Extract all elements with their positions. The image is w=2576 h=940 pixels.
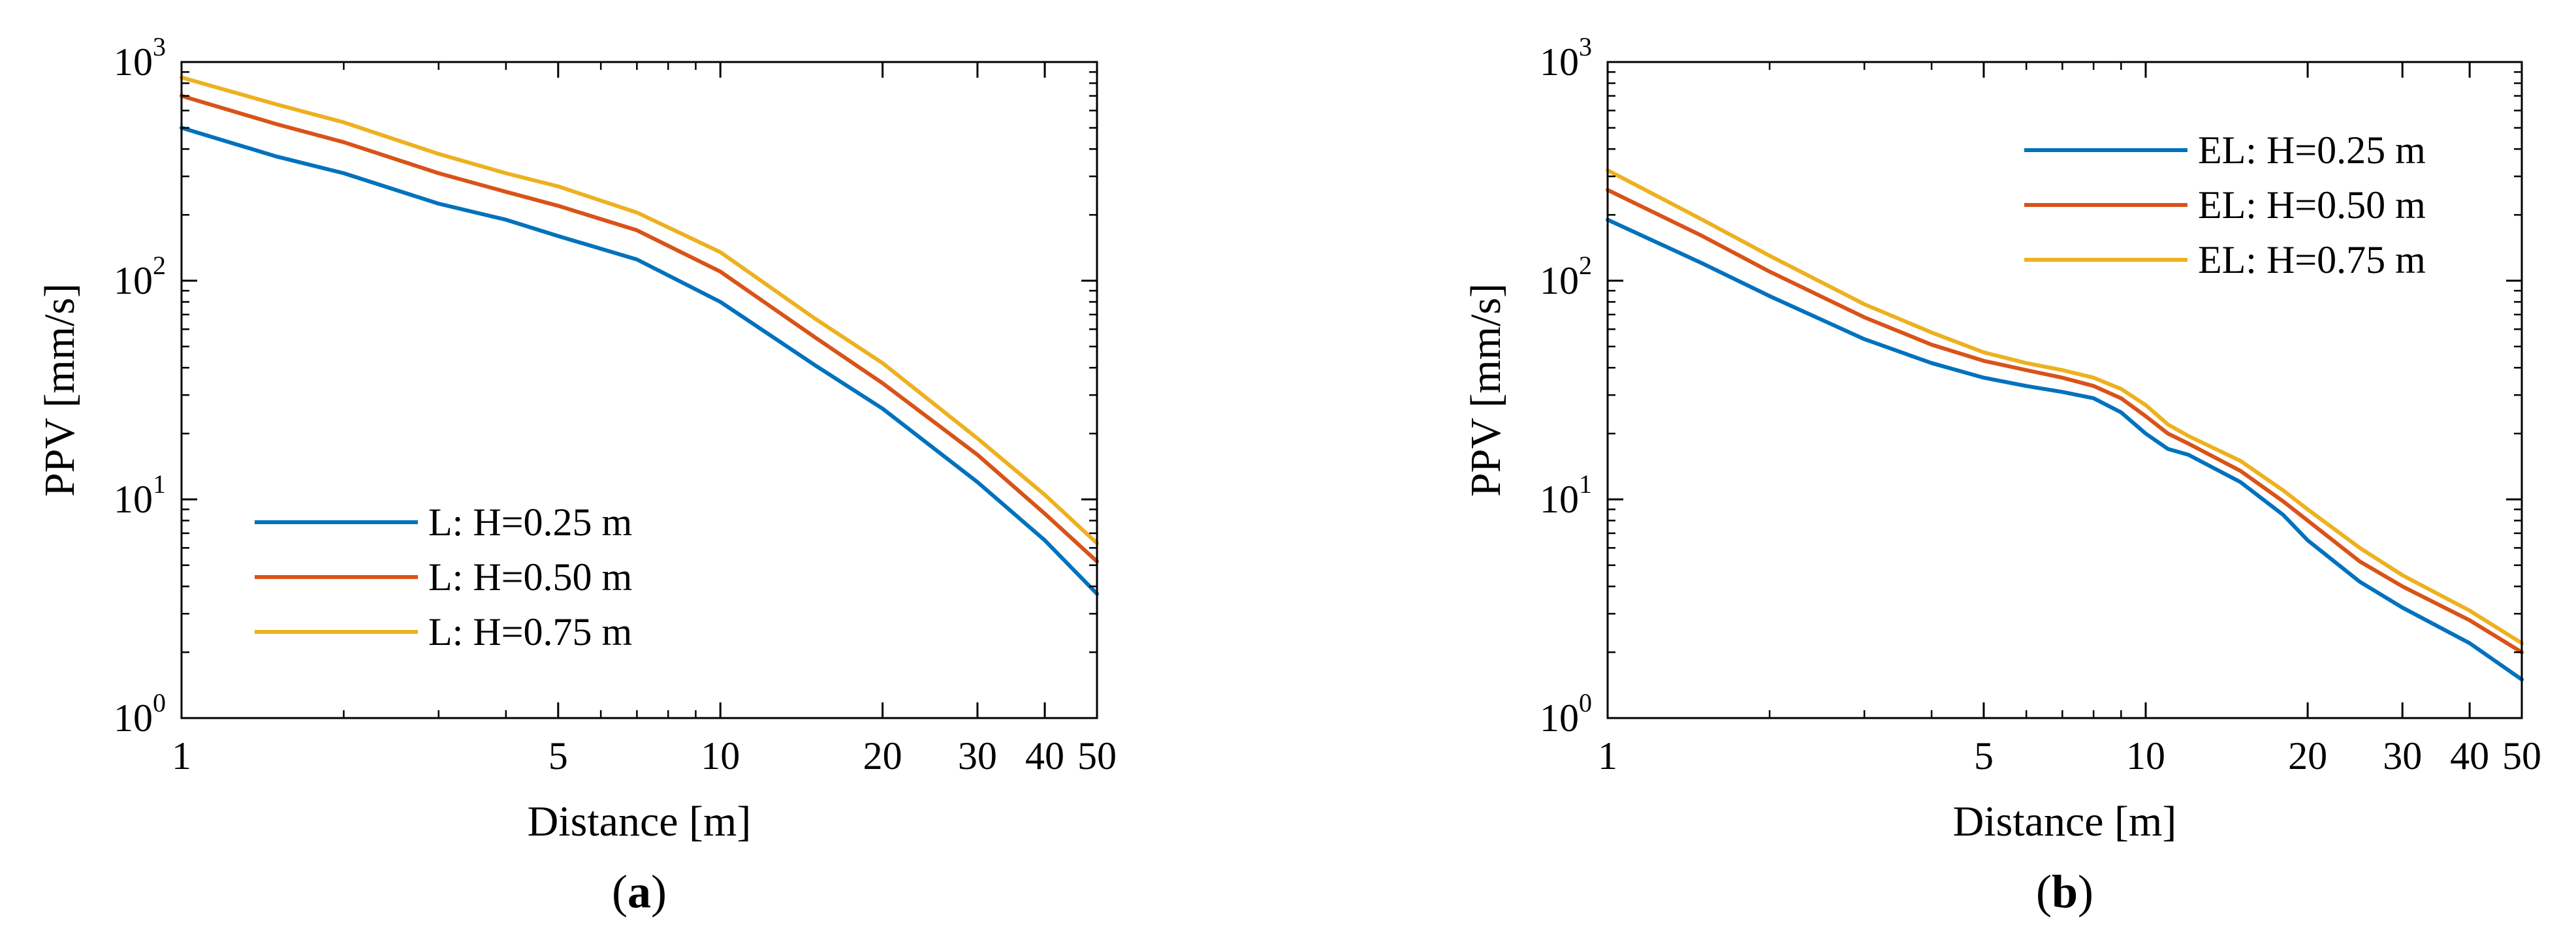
x-tick-label: 10 (701, 734, 740, 777)
x-axis-label: Distance [m] (528, 798, 752, 845)
axes-box (1606, 61, 2523, 719)
y-tick-exponent: 0 (1579, 688, 1592, 717)
panel-label-letter: b (2052, 866, 2078, 918)
panel-label-paren-open: ( (2036, 866, 2052, 918)
x-tick-label: 20 (2288, 734, 2327, 777)
x-tick-label: 10 (2126, 734, 2165, 777)
series-line (180, 125, 1099, 596)
x-axis-label: Distance [m] (1953, 798, 2177, 845)
legend-label: EL: H=0.75 m (2198, 238, 2426, 281)
x-tick-label: 5 (1974, 734, 1994, 777)
legend-label: L: H=0.75 m (428, 610, 632, 653)
y-tick-exponent: 3 (1579, 32, 1592, 61)
y-tick-label: 10 (1540, 259, 1579, 302)
y-tick-exponent: 1 (153, 469, 166, 499)
y-tick-exponent: 2 (1579, 251, 1592, 280)
y-tick-label: 10 (114, 40, 153, 84)
panel-label-paren-close: ) (2078, 866, 2093, 918)
y-tick-exponent: 3 (153, 32, 166, 61)
x-tick-label: 1 (1598, 734, 1617, 777)
axes-box (180, 61, 1098, 719)
y-tick-label: 10 (114, 259, 153, 302)
y-tick-label: 10 (114, 478, 153, 521)
legend-label: EL: H=0.25 m (2198, 129, 2426, 172)
y-tick-exponent: 1 (1579, 469, 1592, 499)
y-tick-label: 10 (1540, 697, 1579, 740)
y-tick-label: 10 (1540, 478, 1579, 521)
series-line (1606, 168, 2524, 646)
legend-label: L: H=0.25 m (428, 501, 632, 544)
x-tick-label: 20 (863, 734, 902, 777)
y-tick-exponent: 2 (153, 251, 166, 280)
panel-label: (b) (2036, 866, 2093, 918)
x-tick-label: 5 (549, 734, 568, 777)
x-tick-label: 50 (1077, 734, 1117, 777)
y-axis-label: PPV [mm/s] (1462, 283, 1510, 497)
x-tick-label: 40 (2450, 734, 2489, 777)
series-line (1606, 217, 2524, 682)
series-line (1606, 188, 2524, 655)
y-tick-exponent: 0 (153, 688, 166, 717)
x-tick-label: 30 (2383, 734, 2422, 777)
legend: L: H=0.25 m L: H=0.50 m L: H=0.75 m (255, 501, 632, 653)
x-tick-label: 40 (1025, 734, 1064, 777)
y-axis-label: PPV [mm/s] (36, 283, 84, 497)
panel-label-letter: a (628, 866, 651, 918)
y-tick-label: 10 (1540, 40, 1579, 84)
legend-label: EL: H=0.50 m (2198, 183, 2426, 227)
series-line (180, 75, 1099, 546)
panel-label: (a) (612, 866, 667, 918)
legend: EL: H=0.25 m EL: H=0.50 m EL: H=0.75 m (2024, 129, 2426, 281)
legend-label: L: H=0.50 m (428, 556, 632, 599)
x-tick-label: 1 (172, 734, 191, 777)
x-tick-label: 50 (2502, 734, 2541, 777)
x-tick-label: 30 (958, 734, 997, 777)
y-tick-label: 10 (114, 697, 153, 740)
panel-label-paren-close: ) (651, 866, 667, 918)
series-line (180, 93, 1099, 564)
panel-label-paren-open: ( (612, 866, 628, 918)
